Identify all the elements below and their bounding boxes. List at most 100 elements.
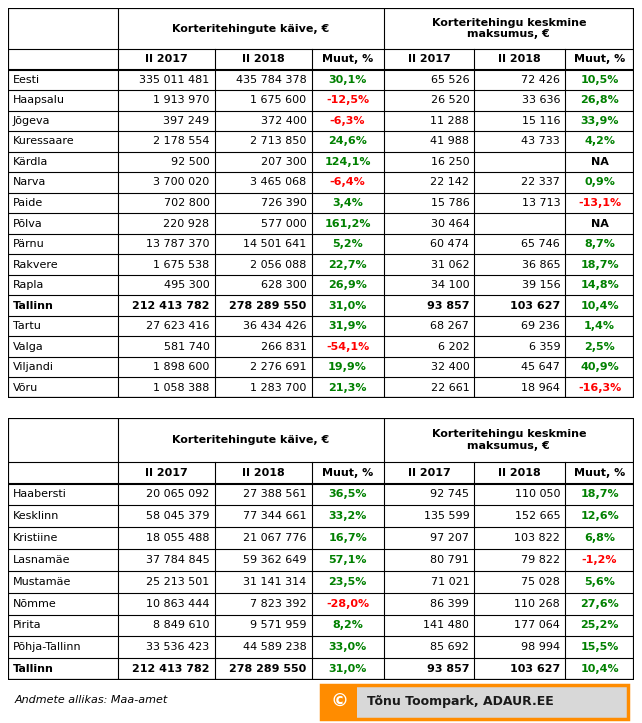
Text: 152 665: 152 665 — [514, 511, 560, 521]
Text: II 2017: II 2017 — [144, 468, 187, 478]
Text: 8,7%: 8,7% — [584, 239, 615, 249]
Text: 65 746: 65 746 — [521, 239, 560, 249]
Text: 22 142: 22 142 — [430, 177, 469, 187]
Text: 44 589 238: 44 589 238 — [243, 642, 307, 652]
Text: 18 055 488: 18 055 488 — [146, 533, 209, 543]
Text: 495 300: 495 300 — [164, 280, 209, 290]
Text: II 2017: II 2017 — [408, 468, 450, 478]
Text: 92 745: 92 745 — [430, 489, 469, 500]
Text: 141 480: 141 480 — [424, 620, 469, 630]
Text: 31,0%: 31,0% — [329, 301, 367, 311]
Text: 1 283 700: 1 283 700 — [250, 382, 307, 393]
Text: 3 465 068: 3 465 068 — [250, 177, 307, 187]
Text: 16,7%: 16,7% — [328, 533, 367, 543]
Text: Muut, %: Muut, % — [322, 54, 373, 64]
Text: Paide: Paide — [13, 198, 43, 208]
Text: 23,5%: 23,5% — [329, 577, 367, 587]
Text: 702 800: 702 800 — [164, 198, 209, 208]
Text: 1 675 538: 1 675 538 — [153, 260, 209, 270]
Text: 6,8%: 6,8% — [584, 533, 615, 543]
Text: 22 661: 22 661 — [431, 382, 469, 393]
Text: 278 289 550: 278 289 550 — [229, 664, 307, 674]
Text: Muut, %: Muut, % — [322, 468, 373, 478]
Text: II 2018: II 2018 — [498, 54, 541, 64]
Text: 22,7%: 22,7% — [328, 260, 367, 270]
Text: 92 500: 92 500 — [171, 157, 209, 167]
Text: 207 300: 207 300 — [261, 157, 307, 167]
Text: 26,9%: 26,9% — [328, 280, 367, 290]
Text: 15 786: 15 786 — [431, 198, 469, 208]
Text: Lasnamäe: Lasnamäe — [13, 555, 71, 565]
Text: 3 700 020: 3 700 020 — [153, 177, 209, 187]
Text: 110 268: 110 268 — [514, 599, 560, 609]
Text: 31 141 314: 31 141 314 — [243, 577, 307, 587]
Text: 220 928: 220 928 — [164, 218, 209, 228]
Text: 33,0%: 33,0% — [329, 642, 367, 652]
Text: Rapla: Rapla — [13, 280, 44, 290]
Text: Muut, %: Muut, % — [574, 54, 625, 64]
Text: 2 056 088: 2 056 088 — [250, 260, 307, 270]
Text: Korteritehingute käive, €: Korteritehingute käive, € — [172, 24, 329, 33]
Text: 124,1%: 124,1% — [324, 157, 371, 167]
Text: 27 388 561: 27 388 561 — [243, 489, 307, 500]
Text: 10,4%: 10,4% — [580, 301, 619, 311]
Text: 57,1%: 57,1% — [328, 555, 367, 565]
Text: Tartu: Tartu — [13, 321, 41, 331]
Text: 43 733: 43 733 — [521, 137, 560, 147]
Text: 24,6%: 24,6% — [328, 137, 367, 147]
Text: 10,4%: 10,4% — [580, 664, 619, 674]
Text: 72 426: 72 426 — [521, 75, 560, 85]
Text: 26 520: 26 520 — [431, 95, 469, 106]
Text: 628 300: 628 300 — [261, 280, 307, 290]
Text: 14 501 641: 14 501 641 — [243, 239, 307, 249]
Text: Põlva: Põlva — [13, 218, 43, 228]
Text: 103 822: 103 822 — [514, 533, 560, 543]
Text: 36,5%: 36,5% — [328, 489, 367, 500]
Text: Andmete allikas: Maa-amet: Andmete allikas: Maa-amet — [14, 696, 168, 706]
Text: 177 064: 177 064 — [514, 620, 560, 630]
Text: 21,3%: 21,3% — [328, 382, 367, 393]
Text: 33 536 423: 33 536 423 — [146, 642, 209, 652]
Text: 15,5%: 15,5% — [580, 642, 619, 652]
Text: Kärdla: Kärdla — [13, 157, 48, 167]
Text: 14,8%: 14,8% — [580, 280, 619, 290]
Text: 33 636: 33 636 — [522, 95, 560, 106]
Text: -16,3%: -16,3% — [578, 382, 621, 393]
Text: 9 571 959: 9 571 959 — [250, 620, 307, 630]
Text: 6 202: 6 202 — [438, 342, 469, 351]
Text: 13 787 370: 13 787 370 — [146, 239, 209, 249]
Text: 58 045 379: 58 045 379 — [146, 511, 209, 521]
Text: 27 623 416: 27 623 416 — [146, 321, 209, 331]
Text: 75 028: 75 028 — [521, 577, 560, 587]
Text: 2 276 691: 2 276 691 — [250, 362, 307, 372]
Text: 397 249: 397 249 — [164, 116, 209, 126]
Text: 6 359: 6 359 — [528, 342, 560, 351]
Text: Kuressaare: Kuressaare — [13, 137, 74, 147]
Text: Jõgeva: Jõgeva — [13, 116, 51, 126]
Text: Korteritehingu keskmine
maksumus, €: Korteritehingu keskmine maksumus, € — [431, 18, 586, 39]
Text: 30 464: 30 464 — [431, 218, 469, 228]
Text: Tallinn: Tallinn — [13, 664, 54, 674]
Text: 18,7%: 18,7% — [580, 260, 619, 270]
Bar — [321, 685, 628, 719]
Bar — [321, 685, 358, 719]
Text: Tallinn: Tallinn — [13, 301, 54, 311]
Text: Viljandi: Viljandi — [13, 362, 54, 372]
Text: -6,3%: -6,3% — [330, 116, 365, 126]
Text: 37 784 845: 37 784 845 — [146, 555, 209, 565]
Text: Nõmme: Nõmme — [13, 599, 56, 609]
Text: 21 067 776: 21 067 776 — [243, 533, 307, 543]
Text: 372 400: 372 400 — [261, 116, 307, 126]
Text: Muut, %: Muut, % — [574, 468, 625, 478]
Text: Tõnu Toompark, ADAUR.EE: Tõnu Toompark, ADAUR.EE — [367, 696, 553, 709]
Text: 33,9%: 33,9% — [580, 116, 619, 126]
Text: Narva: Narva — [13, 177, 46, 187]
Text: 15 116: 15 116 — [522, 116, 560, 126]
Text: 86 399: 86 399 — [431, 599, 469, 609]
Text: 2,5%: 2,5% — [584, 342, 615, 351]
Text: 18 964: 18 964 — [521, 382, 560, 393]
Text: Pirita: Pirita — [13, 620, 42, 630]
Text: Mustamäe: Mustamäe — [13, 577, 71, 587]
Text: 79 822: 79 822 — [521, 555, 560, 565]
Text: 97 207: 97 207 — [430, 533, 469, 543]
